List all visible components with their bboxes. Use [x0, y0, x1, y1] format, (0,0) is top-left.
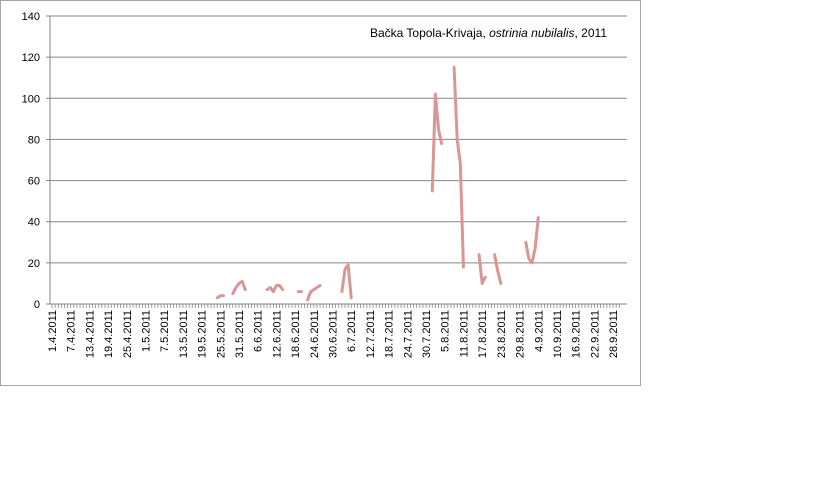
x-tick-label: 30.7.2011 — [421, 310, 433, 358]
x-tick-label: 1.4.2011 — [47, 310, 59, 352]
x-tick-label: 12.6.2011 — [271, 310, 283, 358]
y-tick-label: 140 — [22, 11, 40, 23]
x-tick-label: 19.4.2011 — [103, 310, 115, 358]
x-tick-label: 7.5.2011 — [159, 310, 171, 352]
x-tick-label: 1.5.2011 — [141, 310, 153, 352]
title-segment: ostrinia nubilalis — [489, 26, 574, 40]
x-tick-label: 17.8.2011 — [477, 310, 489, 358]
x-tick-label: 25.4.2011 — [122, 310, 134, 358]
x-tick-label: 28.9.2011 — [608, 310, 620, 358]
y-tick-label: 80 — [28, 134, 40, 146]
y-tick-label: 100 — [22, 93, 40, 105]
chart-frame — [0, 0, 641, 386]
x-tick-label: 23.8.2011 — [496, 310, 508, 358]
x-tick-label: 10.9.2011 — [552, 310, 564, 358]
x-tick-label: 7.4.2011 — [66, 310, 78, 352]
x-tick-label: 5.8.2011 — [440, 310, 452, 352]
x-tick-label: 18.6.2011 — [290, 310, 302, 358]
x-tick-label: 24.7.2011 — [402, 310, 414, 358]
y-tick-label: 60 — [28, 176, 40, 188]
title-segment: , 2011 — [575, 26, 608, 40]
x-tick-label: 18.7.2011 — [384, 310, 396, 358]
title-segment: Bačka Topola-Krivaja, — [370, 26, 489, 40]
x-tick-label: 25.5.2011 — [215, 310, 227, 358]
x-tick-label: 12.7.2011 — [365, 310, 377, 358]
y-tick-label: 40 — [28, 217, 40, 229]
x-tick-label: 24.6.2011 — [309, 310, 321, 358]
x-tick-label: 19.5.2011 — [197, 310, 209, 358]
x-tick-label: 4.9.2011 — [533, 310, 545, 352]
x-tick-label: 30.6.2011 — [328, 310, 340, 358]
y-tick-label: 20 — [28, 258, 40, 270]
y-tick-label: 0 — [34, 299, 40, 311]
chart-title: Bačka Topola-Krivaja, ostrinia nubilalis… — [370, 26, 607, 40]
y-tick-label: 120 — [22, 52, 40, 64]
x-tick-label: 13.4.2011 — [84, 310, 96, 358]
x-ticks — [51, 304, 620, 308]
x-tick-label: 6.6.2011 — [253, 310, 265, 352]
x-tick-label: 16.9.2011 — [571, 310, 583, 358]
x-tick-label: 13.5.2011 — [178, 310, 190, 358]
x-tick-label: 6.7.2011 — [346, 310, 358, 352]
x-tick-label: 31.5.2011 — [234, 310, 246, 358]
x-tick-label: 29.8.2011 — [515, 310, 527, 358]
x-tick-label: 11.8.2011 — [458, 310, 470, 357]
x-tick-label: 22.9.2011 — [589, 310, 601, 358]
data-line — [215, 65, 540, 302]
